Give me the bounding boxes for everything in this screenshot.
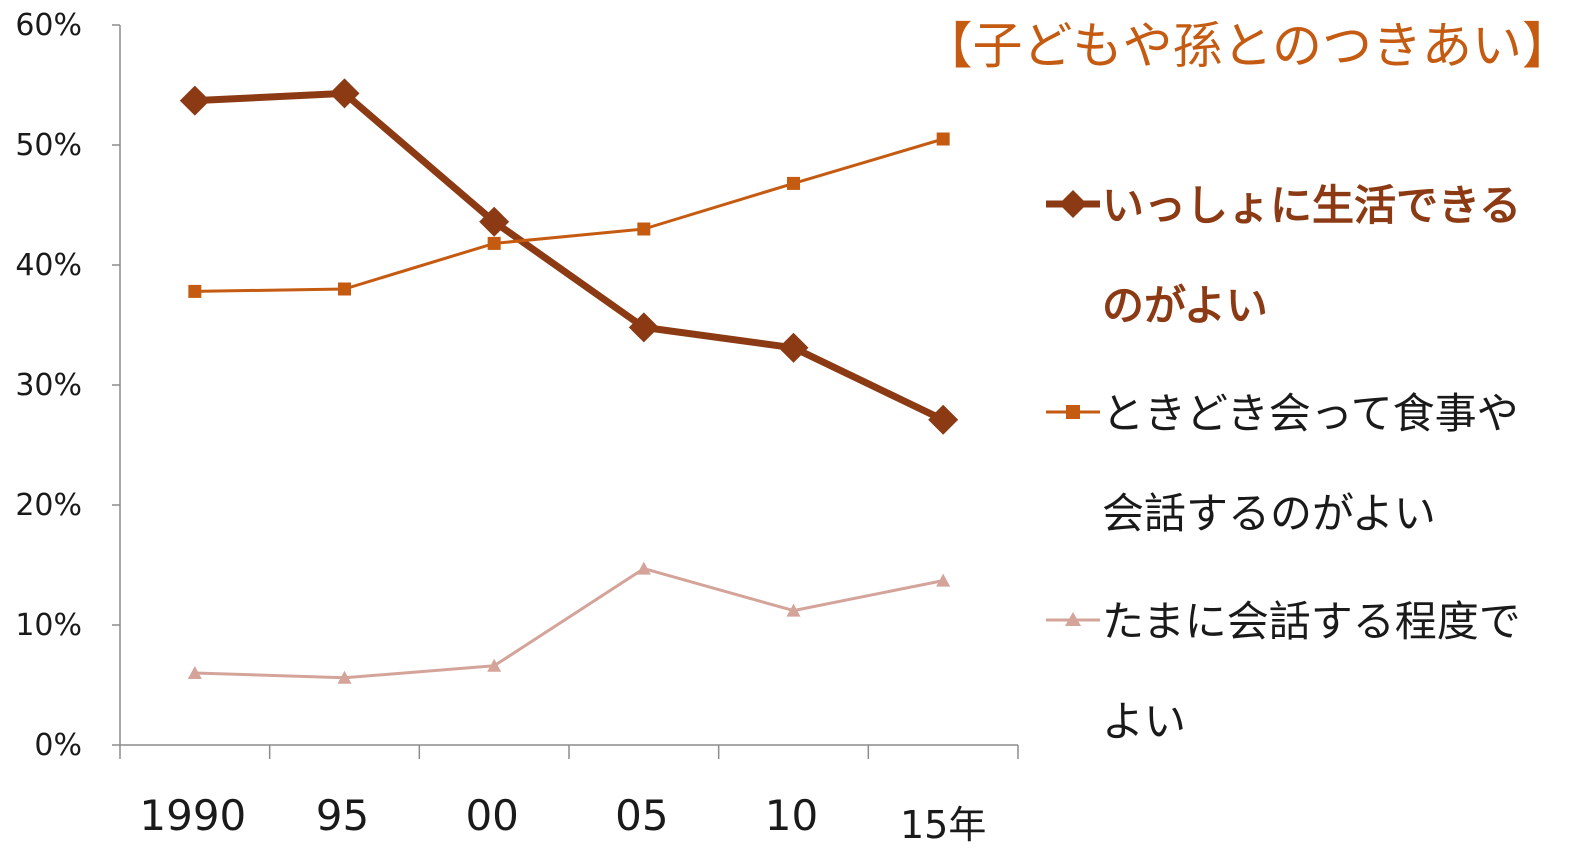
x-tick-label: 00 [465,791,518,840]
series-lines [194,89,945,680]
data-point-diamond [628,312,659,343]
data-point-diamond [479,206,510,237]
data-point-diamond [778,332,809,363]
data-point-triangle [187,666,202,679]
legend-item-occasionally: たまに会話する程度でよい [1044,576,1564,772]
data-point-triangle [636,561,651,575]
legend-item-sometimes: ときどき会って食事や会話するのがよい [1044,368,1564,564]
x-tick-label: 1990 [139,791,246,840]
x-tick-label: 95 [316,791,369,840]
data-point-square [936,132,950,146]
data-point-triangle [936,573,951,587]
data-point-square [487,236,501,250]
series-markers [179,78,959,684]
data-point-triangle [786,603,801,617]
y-tick-label: 60% [15,8,82,43]
legend-item-together: いっしょに生活できるのがよい [1044,160,1564,356]
legend-swatch-diamond [1046,190,1100,218]
x-tick-label: 10 [765,791,818,840]
legend-label-occasionally: たまに会話する程度でよい [1102,597,1521,746]
y-tick-label: 50% [15,128,82,163]
y-tick-label: 20% [15,488,82,523]
legend-label-sometimes: ときどき会って食事や会話するのがよい [1102,389,1519,538]
legend-swatch-triangle [1046,612,1100,626]
y-tick-label: 10% [15,608,82,643]
series-line-2 [194,137,944,293]
legend-swatch-square [1046,405,1100,419]
x-tick-label: 05 [615,791,668,840]
series-line-3 [194,567,944,680]
legend: いっしょに生活できるのがよい ときどき会って食事や会話するのがよい たまに会話す… [1044,160,1564,784]
chart-axes: 0% 10% 20% 30% 40% 50% 60% 1990 95 00 05 10 15年 [15,8,1019,847]
legend-label-together: いっしょに生活できるのがよい [1102,181,1522,330]
data-point-square [787,176,800,190]
data-point-square [338,282,351,296]
y-tick-label: 40% [15,248,82,283]
x-tick-label: 15年 [900,803,986,847]
data-point-triangle [337,670,352,684]
y-tick-label: 30% [15,368,82,403]
data-point-triangle [487,658,502,672]
data-point-diamond [329,78,360,109]
data-point-diamond [179,85,210,116]
data-point-diamond [928,404,959,435]
y-tick-label: 0% [34,728,82,763]
data-point-square [188,284,202,298]
series-line-1 [194,89,945,423]
data-point-square [637,222,651,236]
chart-title: 【子どもや孫とのつきあい】 [922,17,1573,75]
